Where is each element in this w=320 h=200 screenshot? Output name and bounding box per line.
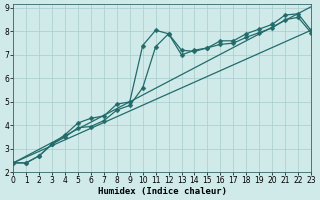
X-axis label: Humidex (Indice chaleur): Humidex (Indice chaleur): [98, 187, 227, 196]
